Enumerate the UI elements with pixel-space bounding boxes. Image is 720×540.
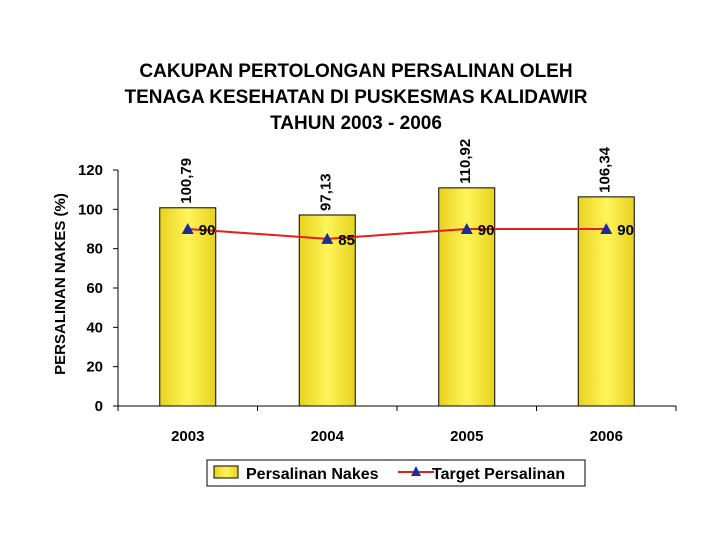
legend-frame	[206, 459, 586, 487]
target-data-label-2006: 90	[617, 222, 634, 239]
bar-data-label-2005: 110,92	[457, 139, 474, 184]
chart-title-line-1: CAKUPAN PERTOLONGAN PERSALINAN OLEH	[139, 61, 572, 82]
x-tick-label-2006: 2006	[590, 428, 623, 445]
y-tick-label-40: 40	[86, 319, 103, 336]
legend-marker	[411, 466, 421, 476]
target-marker-2005	[460, 223, 473, 234]
bar-2005	[438, 187, 496, 407]
legend-swatch-bar	[213, 465, 239, 479]
y-tick-label-20: 20	[86, 359, 103, 376]
x-tick-label-2005: 2005	[450, 428, 483, 445]
target-marker-2006	[600, 223, 613, 234]
y-tick-label-100: 100	[78, 201, 103, 218]
y-tick-label-80: 80	[86, 241, 103, 258]
target-data-label-2003: 90	[199, 222, 216, 239]
chart-title: CAKUPAN PERTOLONGAN PERSALINAN OLEH TENA…	[124, 61, 587, 134]
target-marker-2004	[321, 232, 334, 244]
y-tick-label-120: 120	[78, 162, 103, 179]
target-data-label-2004: 85	[338, 232, 355, 249]
bar-data-label-2004: 97,13	[317, 173, 334, 211]
plot-area: 100,79 97,13 110,92 106,34 0 20 40 60 80 100 120 20…	[78, 139, 677, 445]
legend-label-bar: Persalinan Nakes	[246, 466, 379, 483]
bar-2003	[159, 207, 217, 407]
x-tick-label-2003: 2003	[171, 428, 204, 445]
y-axis-label: PERSALINAN NAKES (%)	[52, 193, 69, 375]
series-line-target	[187, 228, 607, 240]
bar-data-label-2006: 106,34	[596, 146, 613, 193]
legend: Persalinan Nakes Target Persalinan	[206, 459, 586, 487]
bar-2004	[298, 214, 356, 407]
target-marker-2003	[181, 223, 194, 234]
x-tick-label-2004: 2004	[311, 428, 345, 445]
y-tick-label-0: 0	[95, 398, 103, 415]
target-data-label-2005: 90	[478, 222, 495, 239]
chart-title-line-2: TENAGA KESEHATAN DI PUSKESMAS KALIDAWIR	[124, 87, 587, 108]
legend-label-line: Target Persalinan	[432, 466, 565, 483]
chart-title-line-3: TAHUN 2003 - 2006	[270, 113, 442, 134]
bar-data-label-2003: 100,79	[178, 158, 195, 204]
y-tick-label-60: 60	[86, 280, 103, 297]
